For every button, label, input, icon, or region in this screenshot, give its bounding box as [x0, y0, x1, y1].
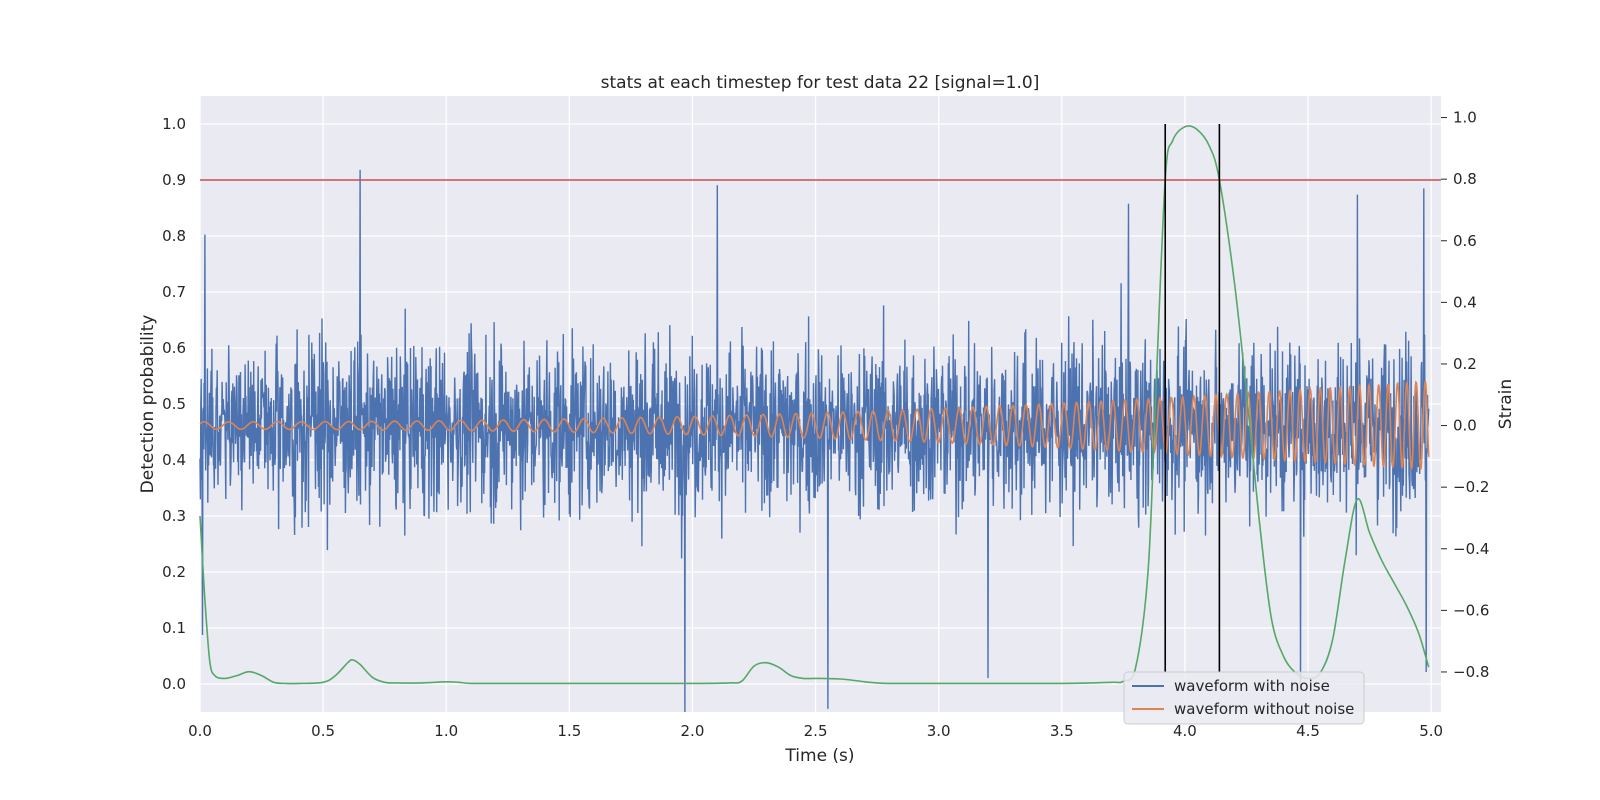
x-tick-label: 1.5	[557, 722, 581, 740]
y-right-tick-label: −0.6	[1453, 601, 1489, 619]
y-right-tick-labels: −0.8 −0.6 −0.4 −0.2 0.0 0.2 0.4 0.6 0.8 1.0	[1441, 109, 1489, 681]
y-right-tick-label: 0.6	[1453, 232, 1477, 250]
y-right-tick-label: −0.8	[1453, 663, 1489, 681]
y-tick-label: 0.9	[162, 171, 186, 189]
y-right-tick-label: 0.0	[1453, 417, 1477, 435]
x-tick-label: 5.0	[1419, 722, 1443, 740]
x-tick-label: 2.5	[804, 722, 828, 740]
marker-layer	[200, 124, 1441, 672]
y-right-tick-label: 0.2	[1453, 355, 1477, 373]
y-right-tick-label: 0.8	[1453, 170, 1477, 188]
x-tick-label: 3.0	[927, 722, 951, 740]
y-tick-label: 0.0	[162, 675, 186, 693]
y-right-tick-label: 1.0	[1453, 109, 1477, 127]
x-tick-label: 2.0	[681, 722, 705, 740]
x-tick-label: 4.0	[1173, 722, 1197, 740]
y-tick-label: 0.2	[162, 563, 186, 581]
chart-title: stats at each timestep for test data 22 …	[601, 73, 1040, 93]
y-right-tick-label: 0.4	[1453, 293, 1477, 311]
y-right-tick-label: −0.4	[1453, 540, 1489, 558]
y-tick-label: 0.8	[162, 227, 186, 245]
series-layer	[199, 125, 1430, 713]
y-tick-label: 1.0	[162, 115, 186, 133]
legend-box	[1123, 671, 1365, 725]
y-tick-label: 0.5	[162, 395, 186, 413]
y-right-tick-label: −0.2	[1453, 478, 1489, 496]
x-tick-labels: 0.0 0.5 1.0 1.5 2.0 2.5 3.0 3.5 4.0 4.5 5.0	[188, 722, 1443, 740]
y-tick-label: 0.7	[162, 283, 186, 301]
x-tick-label: 1.0	[434, 722, 458, 740]
x-tick-label: 3.5	[1050, 722, 1074, 740]
y-tick-labels: 0.0 0.1 0.2 0.3 0.4 0.5 0.6 0.7 0.8 0.9 1.0	[162, 115, 186, 693]
y-tick-label: 0.6	[162, 339, 186, 357]
x-axis-label: Time (s)	[784, 746, 854, 766]
y-tick-label: 0.1	[162, 619, 186, 637]
y-tick-label: 0.4	[162, 451, 186, 469]
legend: waveform with noise waveform without noi…	[1123, 671, 1365, 725]
y-axis-label: Detection probability	[138, 315, 158, 494]
legend-label-clean: waveform without noise	[1174, 700, 1354, 718]
y-tick-label: 0.3	[162, 507, 186, 525]
series-detection-probability	[199, 125, 1430, 685]
series-waveform-with-noise	[199, 169, 1430, 713]
x-tick-label: 0.5	[311, 722, 335, 740]
x-tick-label: 4.5	[1296, 722, 1320, 740]
x-tick-label: 0.0	[188, 722, 212, 740]
y-right-axis-label: Strain	[1496, 379, 1516, 429]
series-waveform-without-noise	[199, 380, 1430, 470]
legend-label-noise: waveform with noise	[1174, 677, 1330, 695]
